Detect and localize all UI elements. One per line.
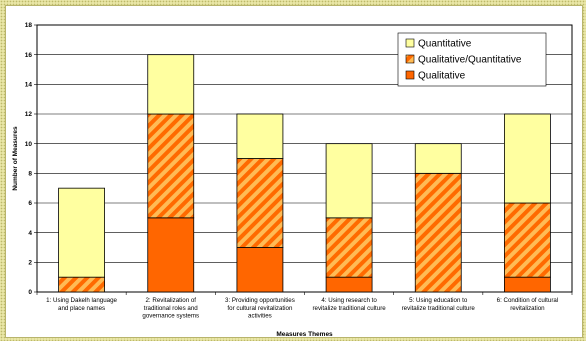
y-tick-label: 18: [25, 22, 33, 29]
legend-label: Qualitative: [418, 71, 466, 82]
y-tick-label: 14: [25, 82, 33, 89]
legend-label: Quantitative: [418, 39, 472, 50]
x-tick-label: 1: Using Dakelh language and place names: [46, 297, 117, 312]
bar-segment-qualitative-quantitative: [236, 158, 284, 248]
y-tick-label: 12: [25, 111, 33, 118]
legend-label: Qualitative/Quantitative: [418, 55, 522, 66]
y-tick-label: 10: [25, 141, 33, 148]
y-tick-label: 2: [28, 260, 32, 267]
bar-segment-quantitative: [414, 143, 462, 174]
x-tick-label: 5: Using education to revitalize traditio…: [402, 297, 476, 312]
y-tick-label: 8: [28, 171, 32, 178]
legend-swatch: [405, 70, 415, 80]
bar-segment-qualitative: [147, 217, 195, 293]
bar-segment-qualitative-quantitative: [414, 172, 462, 293]
y-axis-ticks: 0 2 4 6 8 10 12 14 16 18: [25, 22, 37, 296]
x-tick-label: 6: Condition of cultural revitalization: [497, 297, 559, 312]
x-tick-label: 2: Revitalization of traditional roles an…: [142, 297, 199, 320]
bar-segment-quantitative: [147, 54, 195, 115]
bar-segment-quantitative: [58, 187, 105, 278]
bar-segment-qualitative-quantitative: [147, 113, 195, 219]
bar-segment-qualitative-quantitative: [58, 276, 105, 293]
bar-segment-quantitative: [236, 113, 284, 159]
bar-segment-qualitative-quantitative: [504, 202, 551, 278]
bar-segment-qualitative: [236, 247, 284, 293]
legend-box: [397, 32, 547, 87]
x-tick-label: 3: Providing opportunities for cultural r…: [225, 297, 295, 320]
bars: [58, 54, 551, 293]
bar-segment-quantitative: [504, 113, 551, 204]
x-axis-title: Measures Themes: [276, 331, 333, 338]
legend: Quantitative Qualitative/Quantitative Qual…: [397, 32, 547, 87]
bar-segment-qualitative: [325, 276, 373, 293]
y-tick-label: 0: [28, 289, 32, 296]
legend-swatch: [405, 38, 415, 48]
y-axis-title: Number of Measures: [12, 126, 19, 191]
x-axis-ticks: 1: Using Dakelh language and place names 2…: [36, 292, 573, 320]
bar-segment-quantitative: [325, 143, 373, 219]
y-tick-label: 6: [28, 200, 32, 207]
x-tick-label: 4: Using research to revitalize tradition…: [312, 297, 386, 312]
legend-swatch: [405, 54, 415, 64]
y-tick-label: 16: [25, 52, 33, 59]
bar-segment-qualitative-quantitative: [325, 217, 373, 278]
y-tick-label: 4: [28, 230, 32, 237]
bar-segment-qualitative: [504, 276, 551, 293]
